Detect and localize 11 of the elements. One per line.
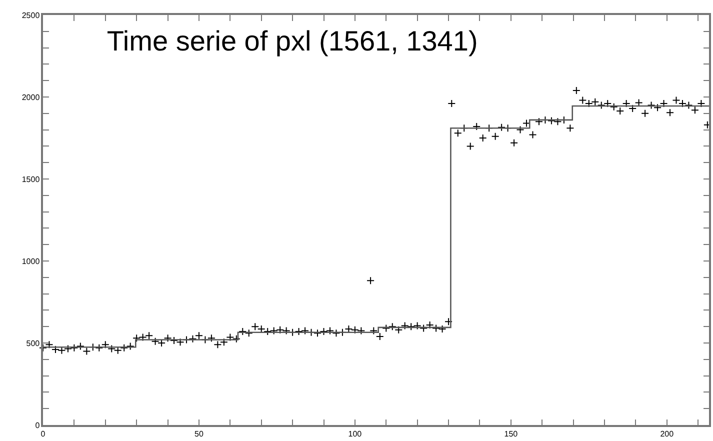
x-tick-label: 50: [194, 429, 204, 438]
y-tick-label: 2500: [22, 10, 40, 20]
chart-title: Time serie of pxl (1561, 1341): [106, 25, 478, 56]
x-tick-label: 200: [660, 429, 674, 438]
y-tick-label: 1500: [22, 174, 40, 184]
y-tick-label: 0: [35, 420, 40, 430]
y-tick-label: 500: [26, 338, 40, 348]
x-tick-label: 100: [348, 429, 362, 438]
y-tick-label: 2000: [22, 92, 40, 102]
y-tick-label: 1000: [22, 256, 40, 266]
x-tick-label: 150: [504, 429, 518, 438]
